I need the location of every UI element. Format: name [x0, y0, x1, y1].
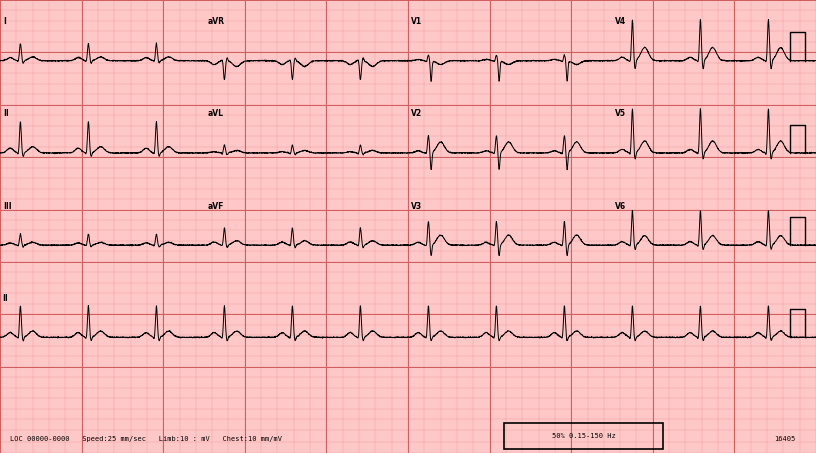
Text: V1: V1 — [411, 17, 423, 26]
Text: aVF: aVF — [207, 202, 224, 211]
Bar — [504, 423, 663, 449]
Text: V4: V4 — [615, 17, 627, 26]
Text: V5: V5 — [615, 109, 626, 118]
Text: aVL: aVL — [207, 109, 224, 118]
Text: V6: V6 — [615, 202, 627, 211]
Text: 50% 0.15-150 Hz: 50% 0.15-150 Hz — [552, 433, 616, 439]
Text: II: II — [2, 294, 8, 303]
Text: I: I — [3, 17, 7, 26]
Text: LOC 00000-0000   Speed:25 mm/sec   Limb:10 : mV   Chest:10 mm/mV: LOC 00000-0000 Speed:25 mm/sec Limb:10 :… — [10, 436, 282, 442]
Text: III: III — [3, 202, 12, 211]
Text: 16405: 16405 — [774, 436, 796, 442]
Text: aVR: aVR — [207, 17, 224, 26]
Text: V3: V3 — [411, 202, 423, 211]
Text: V2: V2 — [411, 109, 423, 118]
Text: II: II — [3, 109, 9, 118]
